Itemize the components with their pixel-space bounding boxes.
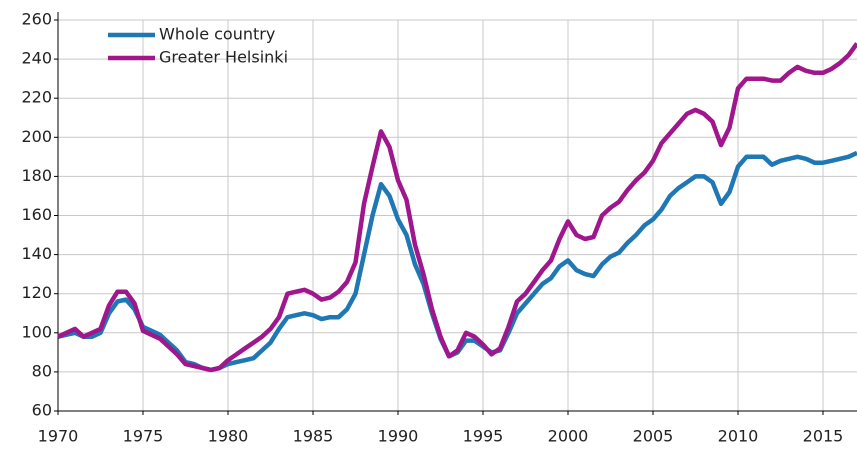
y-tick-label: 220 [21,88,52,107]
y-tick-label: 100 [21,322,52,341]
x-tick-label: 1975 [123,427,164,446]
legend-label: Whole country [159,25,275,44]
y-tick-label: 80 [32,361,52,380]
x-tick-label: 1985 [293,427,334,446]
y-tick-label: 240 [21,49,52,68]
y-tick-label: 180 [21,166,52,185]
legend-label: Greater Helsinki [159,48,288,67]
x-tick-label: 1990 [378,427,419,446]
y-tick-label: 160 [21,205,52,224]
x-tick-label: 2000 [548,427,589,446]
y-tick-label: 140 [21,244,52,263]
y-tick-label: 260 [21,10,52,29]
x-tick-label: 2010 [718,427,759,446]
x-tick-label: 1995 [463,427,504,446]
y-tick-label: 60 [32,401,52,420]
x-tick-label: 2015 [803,427,844,446]
x-tick-label: 1970 [38,427,79,446]
data-line [57,150,857,373]
data-line [57,42,857,373]
x-tick-label: 2005 [633,427,674,446]
y-tick-label: 200 [21,127,52,146]
x-tick-label: 1980 [208,427,249,446]
y-tick-label: 120 [21,283,52,302]
